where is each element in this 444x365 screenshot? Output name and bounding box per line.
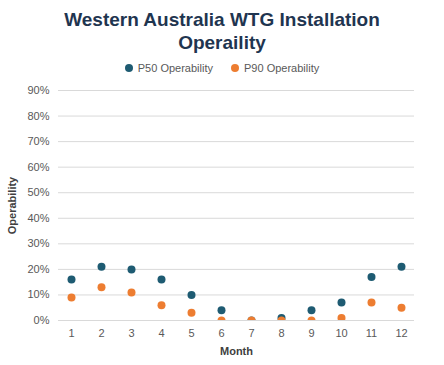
svg-text:40%: 40% bbox=[27, 212, 49, 224]
svg-text:9: 9 bbox=[308, 327, 314, 339]
svg-text:Operability: Operability bbox=[6, 176, 18, 234]
svg-text:0%: 0% bbox=[34, 314, 50, 326]
svg-text:Month: Month bbox=[220, 345, 253, 357]
svg-text:7: 7 bbox=[248, 327, 254, 339]
svg-text:60%: 60% bbox=[27, 161, 49, 173]
html-text:Western Australia WTG Installa: Western Australia WTG Installation Opera… bbox=[64, 9, 380, 53]
svg-text:2: 2 bbox=[98, 327, 104, 339]
svg-text:90%: 90% bbox=[27, 84, 49, 96]
svg-text:12: 12 bbox=[395, 327, 407, 339]
svg-text:50%: 50% bbox=[27, 186, 49, 198]
html-text:P50 Operability: P50 Operability bbox=[137, 62, 213, 74]
svg-text:10%: 10% bbox=[27, 288, 49, 300]
svg-text:8: 8 bbox=[278, 327, 284, 339]
svg-text:10: 10 bbox=[335, 327, 347, 339]
svg-text:3: 3 bbox=[128, 327, 134, 339]
svg-text:70%: 70% bbox=[27, 135, 49, 147]
svg-text:6: 6 bbox=[218, 327, 224, 339]
svg-text:30%: 30% bbox=[27, 237, 49, 249]
svg-text:5: 5 bbox=[188, 327, 194, 339]
svg-text:80%: 80% bbox=[27, 110, 49, 122]
svg-text:4: 4 bbox=[158, 327, 164, 339]
html-text:P90 Operability: P90 Operability bbox=[244, 62, 320, 74]
svg-text:11: 11 bbox=[366, 327, 377, 339]
svg-text:1: 1 bbox=[68, 327, 74, 339]
svg-text:20%: 20% bbox=[27, 263, 49, 275]
